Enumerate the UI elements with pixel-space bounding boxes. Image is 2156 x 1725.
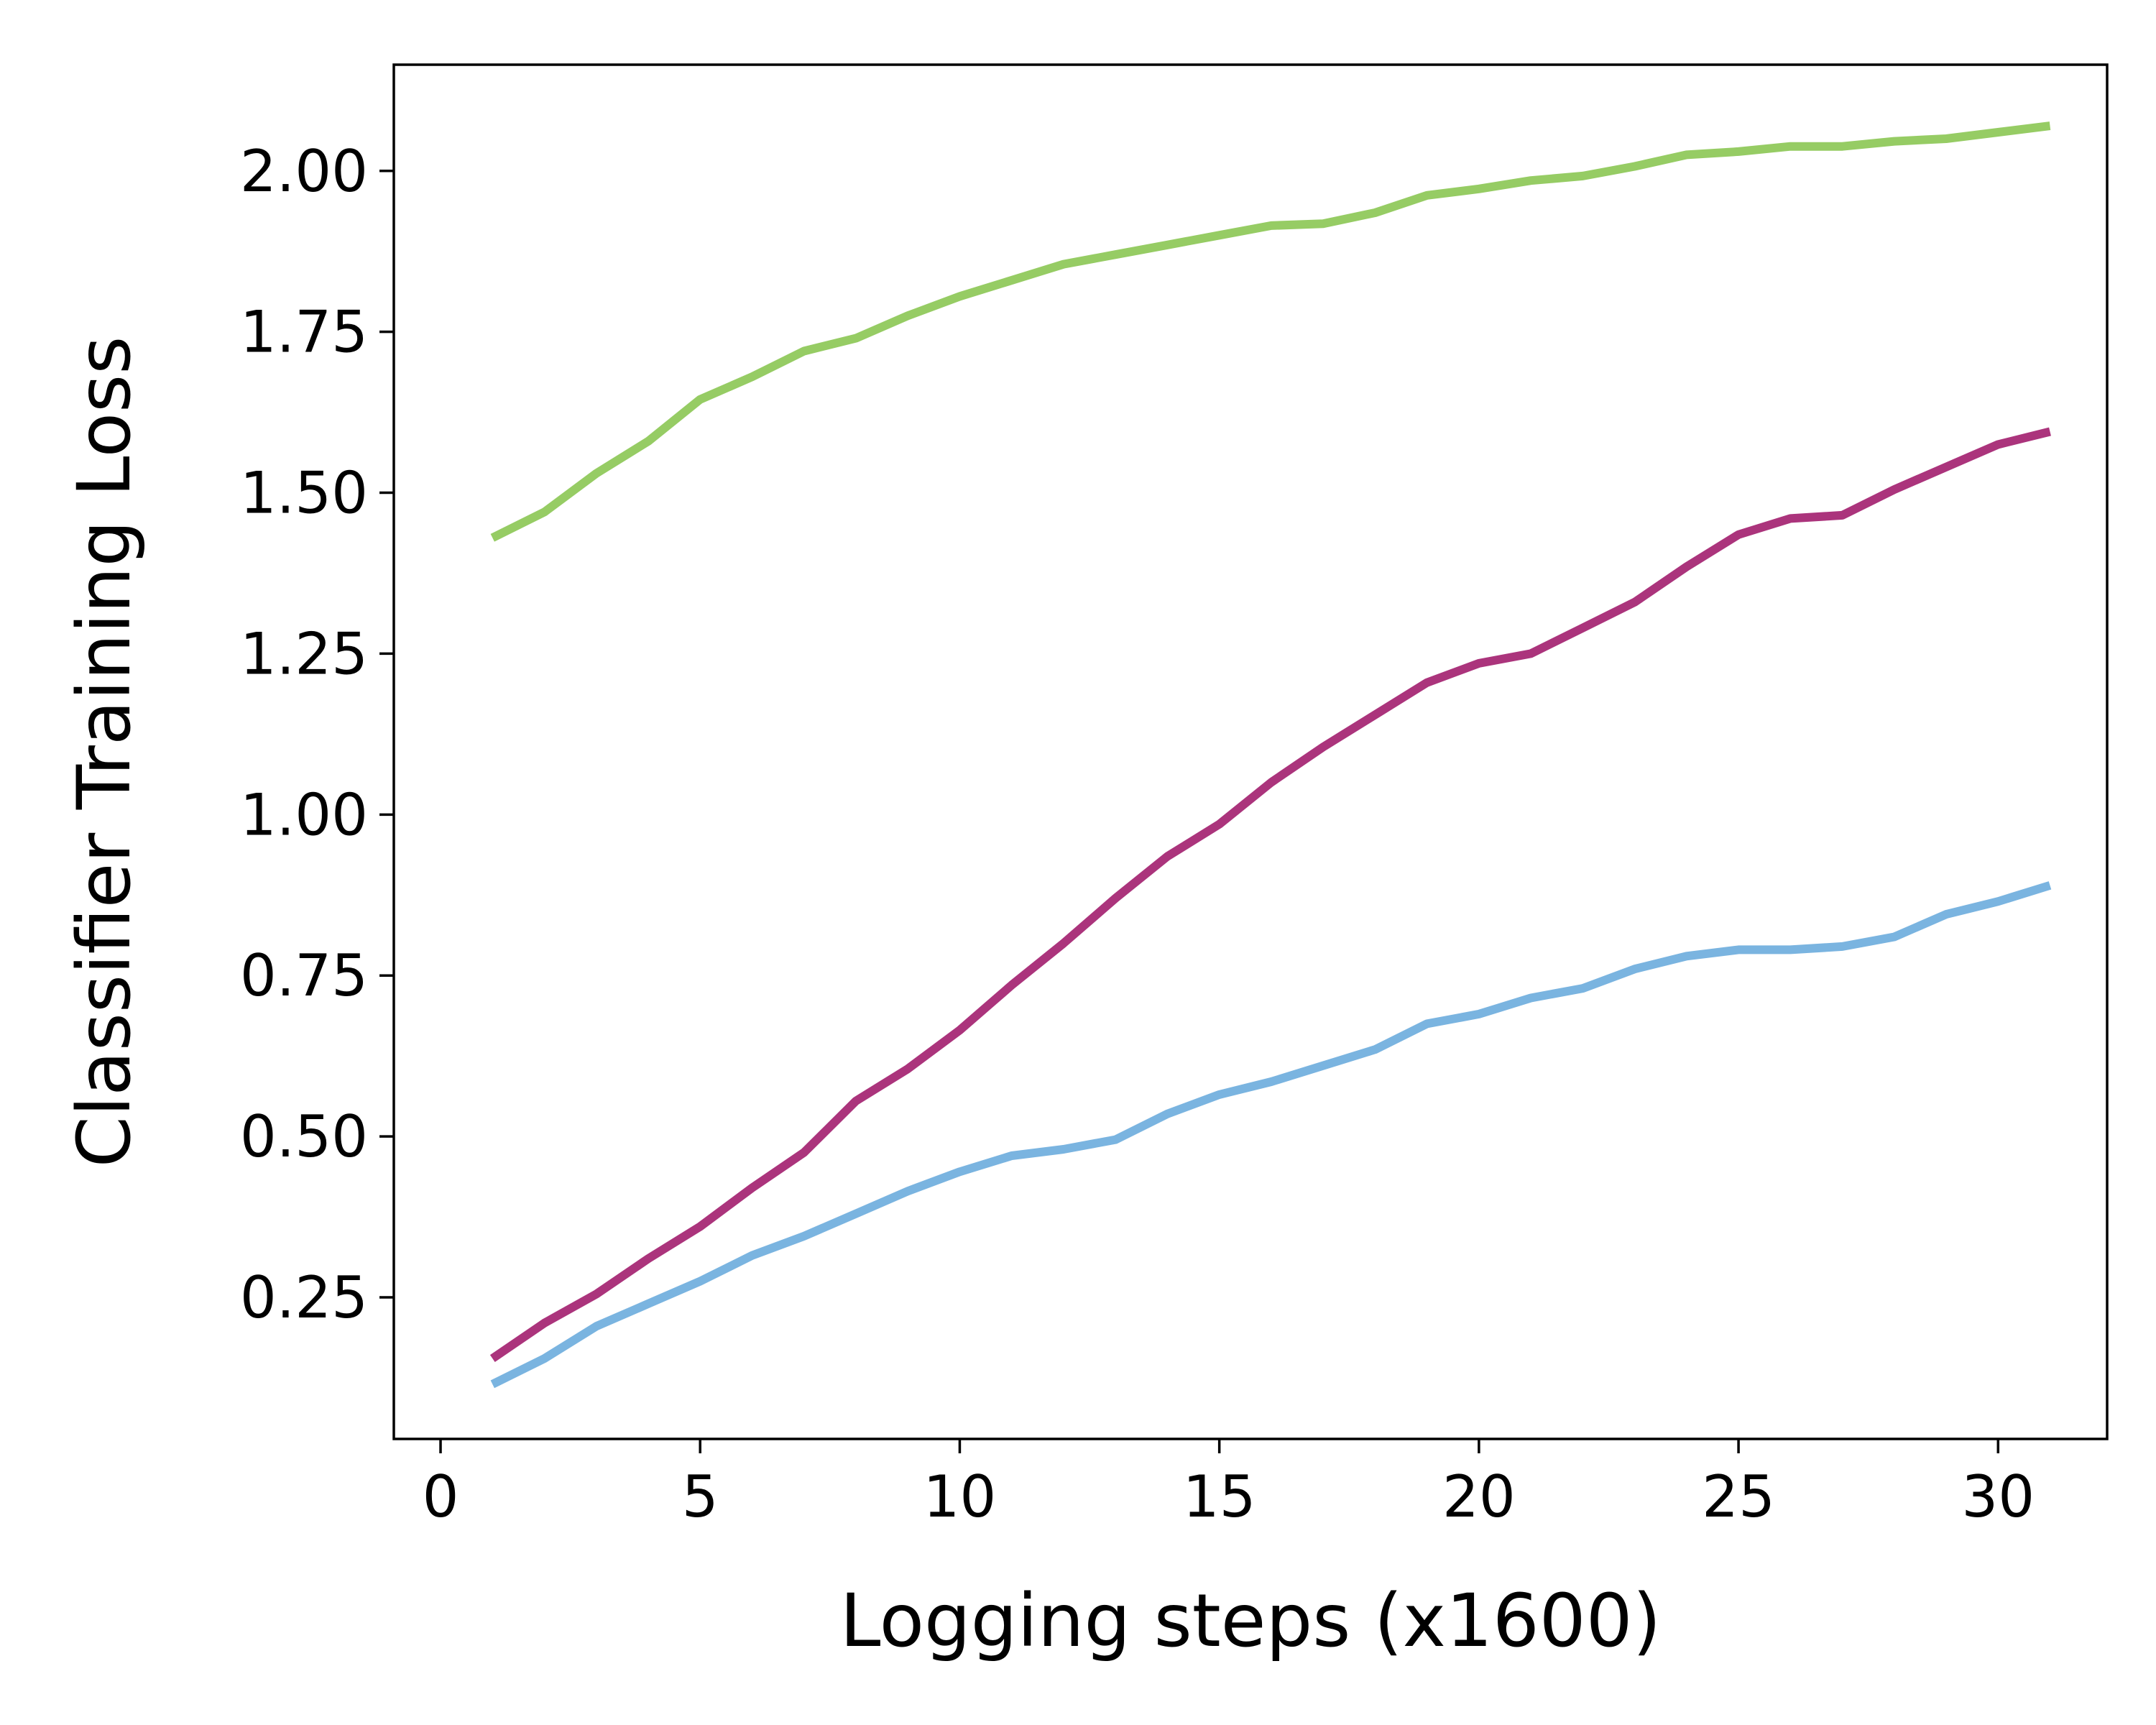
- series-line-3: [490, 881, 2052, 1389]
- y-tick-label: 0.75: [240, 942, 368, 1009]
- series-line-2: [489, 427, 2051, 1363]
- y-tick-label: 2.00: [240, 138, 368, 205]
- y-tick-label: 0.50: [240, 1103, 368, 1170]
- x-axis-title: Logging steps (x1600): [840, 1578, 1662, 1664]
- x-tick-label: 20: [1442, 1463, 1516, 1530]
- series-line-1: [490, 121, 2051, 542]
- y-tick-label: 1.75: [240, 299, 368, 366]
- y-tick-label: 1.00: [240, 781, 368, 848]
- plot-frame: [392, 63, 2109, 1440]
- y-tick-label: 0.25: [240, 1264, 368, 1331]
- x-axis-ticks: 0 5 10 15 20 25 30: [423, 1439, 2035, 1530]
- x-tick-label: 15: [1183, 1463, 1256, 1530]
- x-tick-label: 25: [1702, 1463, 1775, 1530]
- y-tick-label: 1.50: [240, 460, 368, 527]
- series-layer: [489, 121, 2052, 1389]
- x-tick-label: 0: [423, 1463, 459, 1530]
- y-axis-ticks: 0.25 0.50 0.75 1.00 1.25 1.50 1.75 2.00: [240, 138, 394, 1331]
- y-axis-title: Classifier Training Loss: [62, 336, 147, 1168]
- y-tick-label: 1.25: [240, 620, 368, 687]
- x-tick-label: 30: [1961, 1463, 2035, 1530]
- x-tick-label: 10: [923, 1463, 997, 1530]
- x-tick-label: 5: [682, 1463, 719, 1530]
